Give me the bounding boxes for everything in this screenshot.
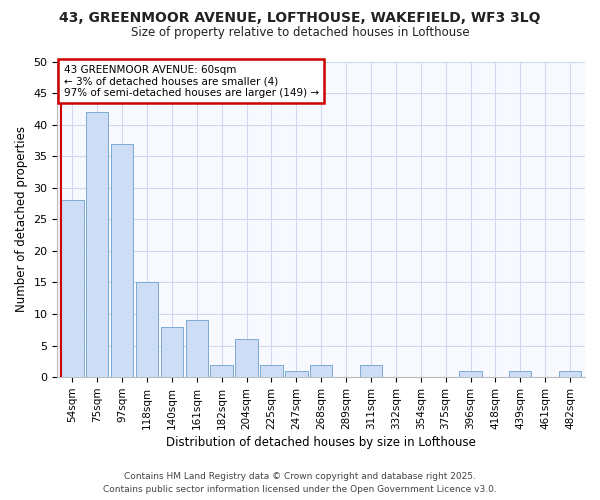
Text: 43, GREENMOOR AVENUE, LOFTHOUSE, WAKEFIELD, WF3 3LQ: 43, GREENMOOR AVENUE, LOFTHOUSE, WAKEFIE… [59,11,541,25]
X-axis label: Distribution of detached houses by size in Lofthouse: Distribution of detached houses by size … [166,436,476,449]
Bar [285,371,308,377]
Bar [509,371,532,377]
Text: Contains HM Land Registry data © Crown copyright and database right 2025.
Contai: Contains HM Land Registry data © Crown c… [103,472,497,494]
Bar [136,282,158,377]
Bar [559,371,581,377]
Bar [310,364,332,377]
Bar [61,200,83,377]
Bar [161,326,183,377]
Bar [260,364,283,377]
Text: Size of property relative to detached houses in Lofthouse: Size of property relative to detached ho… [131,26,469,39]
Bar [185,320,208,377]
Bar [360,364,382,377]
Y-axis label: Number of detached properties: Number of detached properties [15,126,28,312]
Bar [460,371,482,377]
Bar [211,364,233,377]
Bar [86,112,109,377]
Text: 43 GREENMOOR AVENUE: 60sqm
← 3% of detached houses are smaller (4)
97% of semi-d: 43 GREENMOOR AVENUE: 60sqm ← 3% of detac… [64,64,319,98]
Bar [235,340,258,377]
Bar [111,144,133,377]
